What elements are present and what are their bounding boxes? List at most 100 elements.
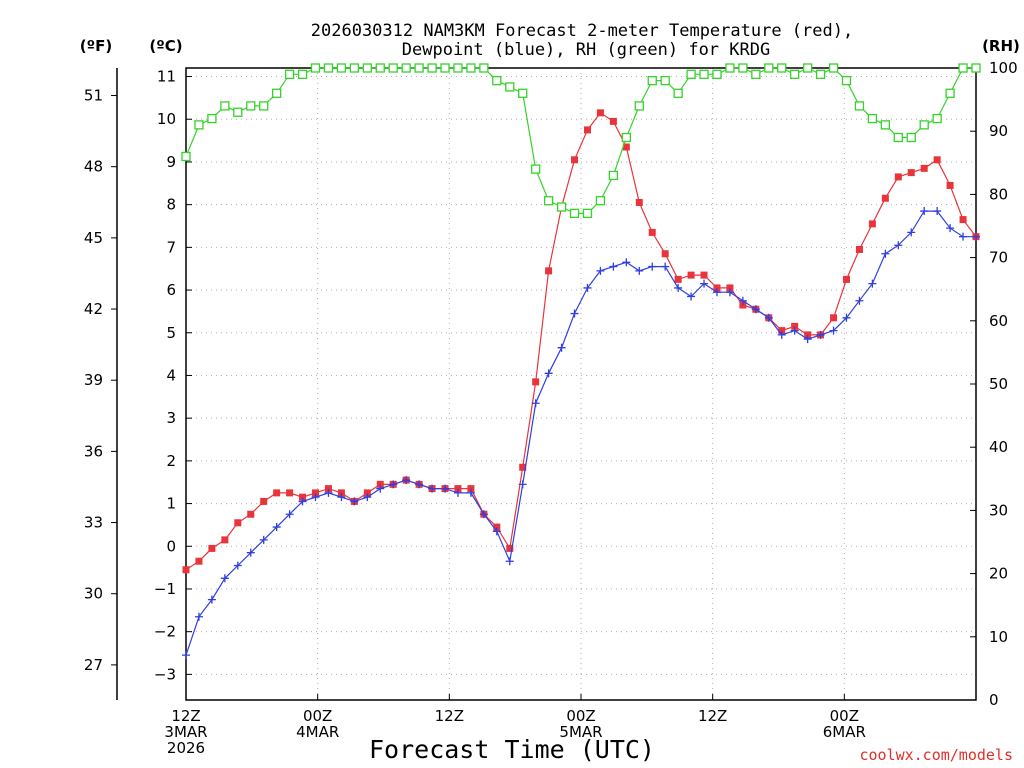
celsius-tick-label: 7 bbox=[166, 238, 176, 256]
series-line bbox=[185, 67, 976, 214]
grid-lines bbox=[185, 68, 976, 700]
data-point bbox=[726, 284, 734, 292]
data-point bbox=[519, 463, 527, 471]
data-point bbox=[272, 523, 281, 532]
data-point bbox=[907, 228, 916, 237]
data-point bbox=[350, 497, 359, 506]
data-point bbox=[570, 309, 579, 318]
data-point bbox=[571, 156, 579, 164]
rh-tick-label: 90 bbox=[989, 122, 1008, 140]
x-tick-label: 00Z bbox=[566, 707, 595, 725]
data-point bbox=[194, 612, 203, 621]
data-point bbox=[635, 199, 643, 207]
celsius-tick-label: −2 bbox=[154, 623, 176, 641]
data-point bbox=[233, 561, 242, 570]
data-point bbox=[881, 249, 890, 258]
data-point bbox=[971, 63, 981, 73]
rh-unit-label: (RH) bbox=[982, 37, 1020, 55]
celsius-tick-label: 9 bbox=[166, 153, 176, 171]
fahrenheit-tick-label: 45 bbox=[84, 229, 103, 247]
data-point bbox=[920, 207, 929, 216]
data-point bbox=[635, 266, 644, 275]
data-point bbox=[867, 113, 878, 124]
data-point bbox=[725, 288, 734, 297]
chart-title-line-2: Dewpoint (blue), RH (green) for KRDG bbox=[402, 40, 770, 60]
data-point bbox=[376, 484, 385, 493]
data-point bbox=[738, 63, 748, 73]
data-point bbox=[674, 275, 682, 283]
data-point bbox=[596, 109, 604, 117]
celsius-tick-label: 1 bbox=[166, 495, 176, 513]
data-point bbox=[596, 266, 605, 275]
data-point bbox=[337, 493, 346, 502]
x-tick-label: 2026 bbox=[167, 739, 205, 757]
data-point bbox=[259, 535, 268, 544]
data-point bbox=[700, 271, 708, 279]
fahrenheit-tick-label: 39 bbox=[84, 371, 103, 389]
rh-tick-label: 80 bbox=[989, 185, 1008, 203]
data-point bbox=[648, 228, 656, 236]
data-point bbox=[428, 484, 437, 493]
x-tick-label: 12Z bbox=[698, 707, 727, 725]
data-point bbox=[920, 164, 928, 172]
data-point bbox=[310, 63, 321, 73]
celsius-tick-label: 11 bbox=[157, 68, 176, 86]
data-point bbox=[246, 101, 256, 111]
data-point bbox=[621, 132, 631, 143]
x-tick-label: 12Z bbox=[435, 707, 464, 725]
x-tick-label: 00Z bbox=[303, 707, 332, 725]
data-point bbox=[945, 88, 955, 98]
data-point bbox=[764, 63, 774, 73]
data-point bbox=[324, 488, 333, 497]
data-point bbox=[388, 63, 398, 73]
fahrenheit-tick-label: 51 bbox=[84, 87, 103, 105]
data-point bbox=[842, 313, 851, 322]
data-point bbox=[194, 120, 204, 130]
celsius-tick-label: 10 bbox=[157, 110, 176, 128]
data-point bbox=[687, 292, 696, 301]
data-point bbox=[907, 169, 915, 177]
data-point bbox=[894, 173, 902, 181]
data-point bbox=[777, 330, 786, 339]
data-point bbox=[182, 566, 190, 574]
data-point bbox=[661, 262, 670, 271]
data-point bbox=[778, 327, 786, 335]
rh-tick-label: 100 bbox=[989, 59, 1018, 77]
data-point bbox=[246, 548, 255, 557]
x-tick-label: 3MAR bbox=[164, 723, 207, 741]
data-point bbox=[673, 88, 683, 98]
series-dewpoint bbox=[182, 207, 980, 660]
data-point bbox=[233, 107, 243, 117]
rh-tick-label: 0 bbox=[989, 691, 999, 709]
data-point bbox=[414, 63, 424, 73]
data-point bbox=[868, 279, 877, 288]
celsius-tick-label: 3 bbox=[166, 409, 176, 427]
data-point bbox=[739, 301, 747, 309]
rh-tick-label: 50 bbox=[989, 375, 1008, 393]
data-point bbox=[661, 250, 669, 258]
data-point bbox=[634, 101, 644, 111]
data-point bbox=[479, 63, 489, 73]
data-point bbox=[454, 485, 462, 493]
data-point bbox=[363, 493, 372, 502]
data-point bbox=[946, 181, 954, 189]
data-point bbox=[815, 69, 826, 79]
celsius-tick-label: 5 bbox=[166, 324, 176, 342]
data-point bbox=[220, 574, 229, 583]
data-point bbox=[208, 544, 216, 552]
data-point bbox=[595, 196, 606, 206]
data-point bbox=[467, 485, 475, 493]
data-point bbox=[195, 557, 203, 565]
data-point bbox=[505, 82, 515, 92]
data-point bbox=[415, 480, 424, 489]
fahrenheit-tick-label: 30 bbox=[84, 585, 103, 603]
data-point bbox=[569, 208, 580, 219]
data-point bbox=[492, 527, 501, 536]
fahrenheit-tick-label: 48 bbox=[84, 158, 103, 176]
x-tick-label: 5MAR bbox=[559, 723, 602, 741]
data-series bbox=[181, 63, 981, 660]
x-axis-label: Forecast Time (UTC) bbox=[369, 735, 655, 764]
data-point bbox=[272, 88, 282, 98]
data-point bbox=[479, 510, 488, 519]
